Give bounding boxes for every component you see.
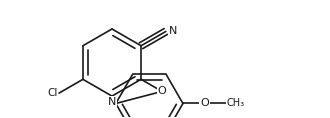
- Text: Cl: Cl: [47, 88, 57, 98]
- Text: O: O: [158, 86, 166, 96]
- Text: N: N: [108, 97, 116, 107]
- Text: CH₃: CH₃: [226, 99, 245, 108]
- Text: O: O: [200, 99, 209, 108]
- Text: N: N: [168, 26, 177, 36]
